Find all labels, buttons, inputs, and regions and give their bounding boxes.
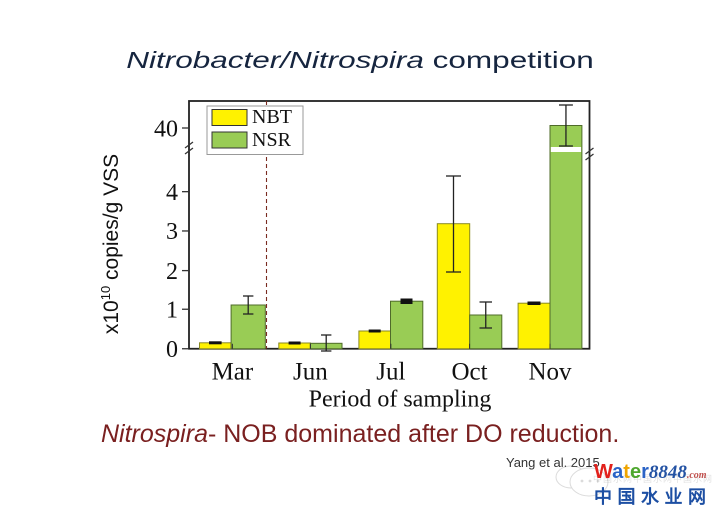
svg-text:Jul: Jul [376, 359, 405, 386]
svg-text:4: 4 [166, 180, 178, 206]
svg-text:Period of sampling: Period of sampling [309, 387, 492, 413]
svg-text:NSR: NSR [252, 129, 292, 151]
svg-text:Nov: Nov [528, 359, 572, 386]
svg-text:1: 1 [166, 298, 178, 324]
svg-text:Mar: Mar [212, 359, 254, 386]
svg-text:Oct: Oct [451, 359, 487, 386]
svg-text:NBT: NBT [252, 106, 292, 128]
svg-text:40: 40 [154, 116, 178, 142]
svg-text:3: 3 [166, 219, 178, 245]
svg-text:0: 0 [166, 337, 178, 363]
svg-text:Jun: Jun [293, 359, 328, 386]
svg-text:2: 2 [166, 259, 178, 285]
